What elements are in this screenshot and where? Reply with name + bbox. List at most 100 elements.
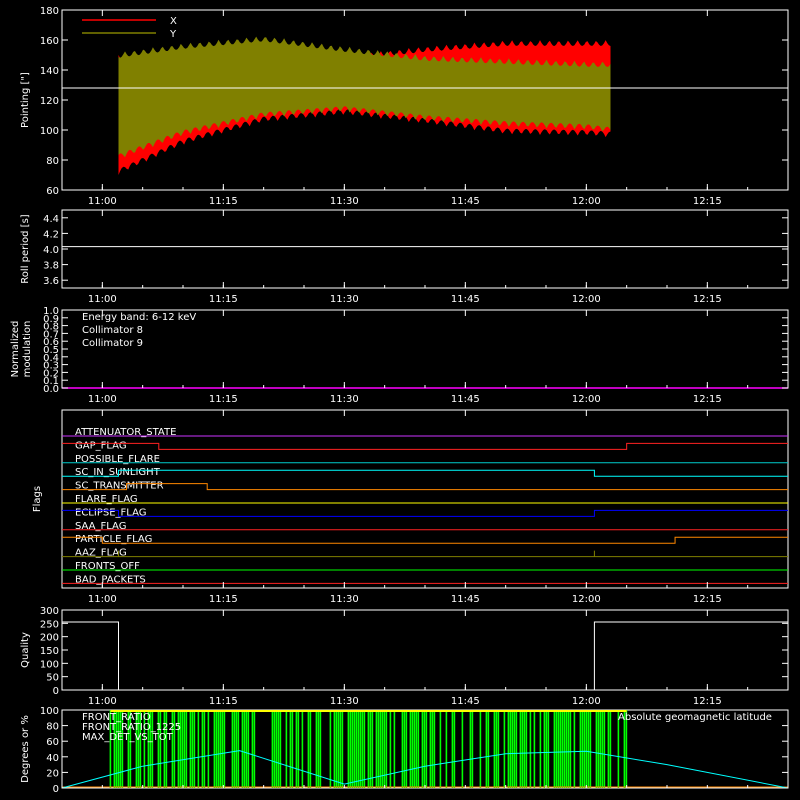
y-tick-label: 100 bbox=[40, 659, 59, 670]
x-tick-label: 11:45 bbox=[451, 394, 480, 405]
y-tick-label: 300 bbox=[40, 606, 59, 617]
flag-label: SC_TRANSMITTER bbox=[75, 481, 164, 492]
y-tick-label: 3.8 bbox=[43, 261, 59, 272]
y-axis-label-line1: Normalized bbox=[10, 321, 21, 378]
x-tick-label: 12:15 bbox=[693, 294, 722, 305]
x-tick-label: 11:30 bbox=[330, 594, 359, 605]
x-tick-label: 11:15 bbox=[209, 294, 238, 305]
x-tick-label: 12:00 bbox=[572, 594, 601, 605]
y-tick-label: 150 bbox=[40, 646, 59, 657]
y-tick-label: 180 bbox=[40, 6, 59, 17]
y-tick-label: 40 bbox=[46, 753, 59, 764]
y-tick-label: 0.9 bbox=[43, 314, 59, 325]
legend-label-Y: Y bbox=[169, 29, 177, 40]
y-axis-label: Roll period [s] bbox=[20, 214, 31, 283]
x-tick-label: 11:00 bbox=[88, 394, 117, 405]
y-tick-label: 4.4 bbox=[43, 214, 59, 225]
x-tick-label: 11:15 bbox=[209, 196, 238, 207]
x-tick-label: 11:00 bbox=[88, 294, 117, 305]
flag-step-line bbox=[62, 509, 788, 517]
y-axis-label: Flags bbox=[32, 486, 43, 512]
y-tick-label: 160 bbox=[40, 36, 59, 47]
x-tick-label: 12:00 bbox=[572, 394, 601, 405]
x-tick-label: 11:00 bbox=[88, 196, 117, 207]
series-Y-envelope bbox=[118, 36, 611, 158]
x-tick-label: 11:30 bbox=[330, 196, 359, 207]
x-tick-label: 11:15 bbox=[209, 594, 238, 605]
x-tick-label: 11:00 bbox=[88, 594, 117, 605]
pointing-envelopes bbox=[118, 36, 611, 175]
legend-label-collimator: Collimator 9 bbox=[82, 338, 143, 349]
x-tick-label: 11:30 bbox=[330, 696, 359, 707]
y-tick-label: 250 bbox=[40, 619, 59, 630]
y-axis-label: Pointing ["] bbox=[20, 72, 31, 128]
y-tick-label: 0.8 bbox=[43, 322, 59, 333]
geomagnetic-latitude-line bbox=[61, 750, 789, 789]
flag-label: POSSIBLE_FLARE bbox=[75, 454, 160, 465]
x-tick-label: 11:30 bbox=[330, 294, 359, 305]
x-tick-label: 12:00 bbox=[572, 196, 601, 207]
y-tick-label: 4.0 bbox=[43, 245, 59, 256]
flag-step-line bbox=[62, 483, 788, 491]
y-tick-label: 80 bbox=[46, 156, 59, 167]
x-tick-label: 12:15 bbox=[693, 594, 722, 605]
flag-label: AAZ_FLAG bbox=[75, 548, 127, 559]
y-tick-label: 120 bbox=[40, 96, 59, 107]
flag-label: BAD_PACKETS bbox=[75, 574, 146, 585]
y-axis-label: Degrees or % bbox=[20, 715, 31, 783]
legend-label: FRONT_RATIO bbox=[82, 712, 151, 723]
y-tick-label: 20 bbox=[46, 768, 59, 779]
y-tick-label: 60 bbox=[46, 737, 59, 748]
legend-label-geomagnetic: Absolute geomagnetic latitude bbox=[618, 712, 772, 723]
flag-label: FLARE_FLAG bbox=[75, 494, 138, 505]
flag-label: GAP_FLAG bbox=[75, 440, 127, 451]
x-tick-label: 12:15 bbox=[693, 696, 722, 707]
x-tick-label: 11:30 bbox=[330, 394, 359, 405]
flag-label: PARTICLE_FLAG bbox=[75, 534, 152, 545]
y-tick-label: 80 bbox=[46, 722, 59, 733]
x-tick-label: 11:15 bbox=[209, 696, 238, 707]
legend-label: FRONT_RATIO_1225 bbox=[82, 722, 181, 733]
y-tick-label: 0.3 bbox=[43, 361, 59, 372]
flag-label: FRONTS_OFF bbox=[75, 561, 140, 572]
x-tick-label: 11:45 bbox=[451, 696, 480, 707]
quality-line bbox=[62, 621, 788, 691]
y-tick-label: 0.6 bbox=[43, 337, 59, 348]
x-tick-label: 11:45 bbox=[451, 594, 480, 605]
y-tick-label: 0.1 bbox=[43, 376, 59, 387]
y-axis-label-line2: modulation bbox=[22, 321, 33, 378]
flag-label: ECLIPSE_FLAG bbox=[75, 507, 146, 518]
energy-band-annotation: Energy band: 6-12 keV bbox=[82, 312, 196, 323]
y-tick-label: 0 bbox=[53, 686, 59, 697]
flag-step-line bbox=[62, 442, 788, 450]
y-tick-label: 200 bbox=[40, 633, 59, 644]
flag-step-line bbox=[62, 550, 788, 558]
y-tick-label: 4.2 bbox=[43, 229, 59, 240]
y-tick-label: 1.0 bbox=[43, 306, 59, 317]
y-tick-label: 0 bbox=[53, 784, 59, 795]
legend-label-collimator: Collimator 8 bbox=[82, 325, 143, 336]
front-ratio-bars bbox=[109, 710, 628, 788]
y-tick-label: 0.5 bbox=[43, 345, 59, 356]
legend-label: MAX_DET_VS_TOT bbox=[82, 732, 174, 743]
y-tick-label: 0.4 bbox=[43, 353, 59, 364]
y-tick-label: 140 bbox=[40, 66, 59, 77]
y-tick-label: 60 bbox=[46, 186, 59, 197]
x-tick-label: 12:15 bbox=[693, 394, 722, 405]
x-tick-label: 11:45 bbox=[451, 294, 480, 305]
panel-2-frame bbox=[61, 209, 789, 289]
x-tick-label: 12:15 bbox=[693, 196, 722, 207]
flag-label: SAA_FLAG bbox=[75, 521, 126, 532]
y-axis-label: Quality bbox=[20, 632, 31, 668]
y-tick-label: 0.7 bbox=[43, 329, 59, 340]
y-tick-label: 50 bbox=[46, 673, 59, 684]
flag-step-line bbox=[62, 469, 788, 477]
legend-label-X: X bbox=[170, 16, 177, 27]
x-tick-label: 12:00 bbox=[572, 696, 601, 707]
y-tick-label: 0.0 bbox=[43, 384, 59, 395]
flag-label: ATTENUATOR_STATE bbox=[75, 427, 176, 438]
y-tick-label: 0.2 bbox=[43, 368, 59, 379]
x-tick-label: 11:00 bbox=[88, 696, 117, 707]
y-tick-label: 100 bbox=[40, 126, 59, 137]
flag-label: SC_IN_SUNLIGHT bbox=[75, 467, 161, 478]
